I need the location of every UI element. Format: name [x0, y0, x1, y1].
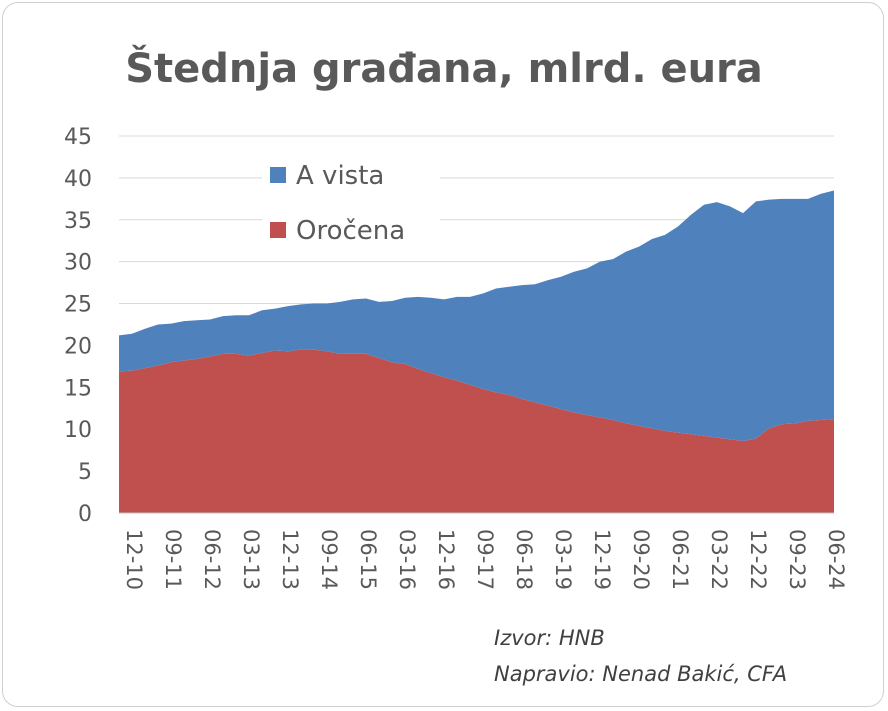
x-tick-label: 06-12 [200, 529, 224, 590]
x-tick-label: 03-22 [707, 529, 731, 590]
chart-title: Štednja građana, mlrd. eura [125, 46, 763, 92]
y-tick-label: 0 [78, 502, 92, 527]
x-tick-label: 06-24 [824, 529, 848, 590]
x-tick-label: 12-16 [434, 529, 458, 590]
x-axis-tick-labels: 12-10 09-11 06-12 03-13 12-13 09-14 06-15 03-16… [122, 529, 848, 590]
y-tick-label: 5 [78, 460, 92, 485]
y-tick-label: 10 [64, 418, 92, 443]
y-tick-label: 25 [64, 293, 92, 318]
x-tick-label: 12-10 [122, 529, 146, 590]
x-tick-label: 12-19 [590, 529, 614, 590]
source-note: Izvor: HNB [494, 626, 605, 650]
x-tick-label: 03-19 [551, 529, 575, 590]
x-tick-label: 12-22 [746, 529, 770, 590]
area-a-vista [119, 190, 834, 441]
x-tick-label: 03-13 [239, 529, 263, 590]
legend: A vista Oročena [262, 150, 440, 260]
x-tick-label: 09-14 [317, 529, 341, 590]
series-areas [119, 190, 834, 513]
y-axis-tick-labels: 0 5 10 15 20 25 30 35 40 45 [64, 125, 92, 527]
x-tick-label: 06-15 [356, 529, 380, 590]
legend-label: Oročena [296, 216, 405, 246]
x-tick-label: 12-13 [278, 529, 302, 590]
y-tick-label: 15 [64, 376, 92, 401]
y-tick-label: 35 [64, 209, 92, 234]
y-tick-label: 40 [64, 167, 92, 192]
x-tick-label: 03-16 [395, 529, 419, 590]
area-oro-ena [119, 349, 834, 513]
author-note: Napravio: Nenad Bakić, CFA [494, 662, 788, 686]
y-tick-label: 45 [64, 125, 92, 150]
x-tick-label: 06-18 [512, 529, 536, 590]
x-tick-label: 09-23 [785, 529, 809, 590]
legend-background [262, 150, 440, 260]
x-tick-label: 09-20 [629, 529, 653, 590]
x-tick-label: 09-11 [161, 529, 185, 590]
legend-swatch [270, 167, 286, 183]
x-tick-label: 06-21 [668, 529, 692, 590]
y-tick-label: 20 [64, 334, 92, 359]
legend-label: A vista [296, 161, 384, 191]
legend-swatch [270, 222, 286, 238]
y-tick-label: 30 [64, 251, 92, 276]
x-tick-label: 09-17 [473, 529, 497, 590]
